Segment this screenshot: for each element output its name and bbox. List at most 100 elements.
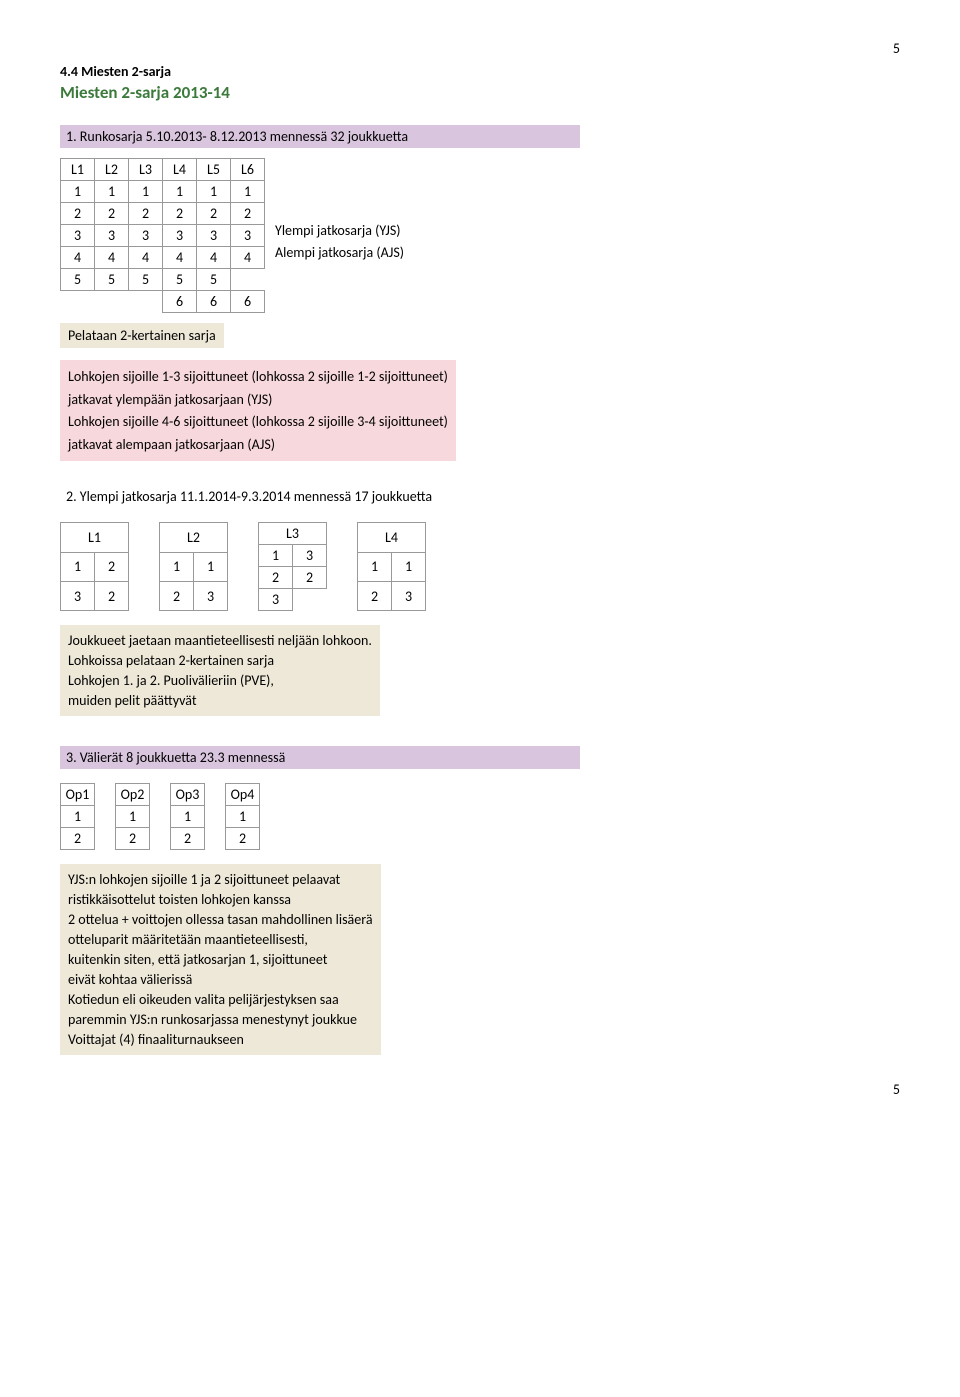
side-label (275, 176, 404, 198)
table-cell: 3 (61, 582, 95, 611)
group-table: L313223 (258, 522, 327, 611)
table-cell: 3 (293, 545, 327, 567)
beige-line: YJS:n lohkojen sijoille 1 ja 2 sijoittun… (68, 871, 373, 888)
title-heading: Miesten 2-sarja 2013-14 (60, 82, 900, 103)
beige-line: muiden pelit päättyvät (68, 692, 372, 709)
table-cell: 1 (95, 181, 129, 203)
op-header: Op1 (61, 784, 95, 806)
table-cell: 1 (358, 552, 392, 581)
table-cell: 3 (163, 225, 197, 247)
section-heading: 4.4 Miesten 2-sarja (60, 63, 900, 80)
beige-line: Joukkueet jaetaan maantieteellisesti nel… (68, 632, 372, 649)
table-cell: 2 (231, 203, 265, 225)
table-cell (61, 291, 95, 313)
table-cell (129, 291, 163, 313)
beige-line: 2 ottelua + voittojen ollessa tasan mahd… (68, 911, 373, 928)
table-cell: 2 (160, 582, 194, 611)
table-cell: 4 (163, 247, 197, 269)
table-cell: 1 (61, 806, 95, 828)
page-number-top: 5 (60, 40, 900, 57)
section1-content: L1L2L3L4L5L61111112222223333334444445555… (60, 154, 900, 317)
table-cell: 2 (61, 203, 95, 225)
col-header: L3 (129, 159, 163, 181)
table-cell: 2 (293, 567, 327, 589)
side-label: Ylempi jatkosarja (YJS) (275, 220, 404, 242)
op-table: Op312 (170, 783, 205, 850)
col-header: L2 (95, 159, 129, 181)
beige-line: Lohkoissa pelataan 2-kertainen sarja (68, 652, 372, 669)
table-cell: 6 (197, 291, 231, 313)
pink-line: Lohkojen sijoille 4-6 sijoittuneet (lohk… (68, 412, 448, 432)
section2-beige: Joukkueet jaetaan maantieteellisesti nel… (60, 625, 380, 716)
table-cell (293, 589, 327, 611)
table-cell: 1 (194, 552, 228, 581)
group-header: L1 (61, 523, 129, 552)
section2-tables: L11232L21123L313223L41123 (60, 518, 900, 615)
op-header: Op4 (226, 784, 260, 806)
beige-line: kuitenkin siten, että jatkosarjan 1, sij… (68, 951, 373, 968)
table-cell: 4 (197, 247, 231, 269)
table-cell: 1 (163, 181, 197, 203)
table-cell: 2 (61, 828, 95, 850)
side-label (275, 264, 404, 286)
side-label: Alempi jatkosarja (AJS) (275, 242, 404, 264)
section1-title: 1. Runkosarja 5.10.2013- 8.12.2013 menne… (60, 125, 580, 148)
col-header: L4 (163, 159, 197, 181)
table-cell: 2 (226, 828, 260, 850)
table-cell: 5 (129, 269, 163, 291)
section1-side-labels: Ylempi jatkosarja (YJS)Alempi jatkosarja… (265, 176, 404, 308)
page-number-bottom: 5 (60, 1081, 900, 1098)
table-cell: 1 (116, 806, 150, 828)
section2-title: 2. Ylempi jatkosarja 11.1.2014-9.3.2014 … (60, 485, 580, 508)
beige-line: Kotiedun eli oikeuden valita pelijärjest… (68, 991, 373, 1008)
table-cell: 2 (95, 552, 129, 581)
beige-line: Lohkojen 1. ja 2. Puolivälieriin (PVE), (68, 672, 372, 689)
side-label (275, 286, 404, 308)
beige-line: ristikkäisottelut toisten lohkojen kanss… (68, 891, 373, 908)
table-cell: 2 (259, 567, 293, 589)
table-cell: 3 (231, 225, 265, 247)
table-cell: 2 (95, 203, 129, 225)
group-header: L3 (259, 523, 327, 545)
group-table: L21123 (159, 522, 228, 611)
table-cell: 5 (163, 269, 197, 291)
op-header: Op3 (171, 784, 205, 806)
table-cell: 1 (160, 552, 194, 581)
table-cell: 2 (129, 203, 163, 225)
table-cell: 3 (61, 225, 95, 247)
table-cell: 1 (231, 181, 265, 203)
table-cell: 5 (61, 269, 95, 291)
col-header: L1 (61, 159, 95, 181)
table-cell: 3 (197, 225, 231, 247)
table-cell: 3 (95, 225, 129, 247)
table-cell: 2 (171, 828, 205, 850)
table-cell: 3 (194, 582, 228, 611)
table-cell: 1 (171, 806, 205, 828)
op-table: Op212 (115, 783, 150, 850)
section1-pink: Lohkojen sijoille 1-3 sijoittuneet (lohk… (60, 360, 456, 461)
beige-line: paremmin YJS:n runkosarjassa menestynyt … (68, 1011, 373, 1028)
group-table: L11232 (60, 522, 129, 611)
table-cell: 3 (392, 582, 426, 611)
table-cell: 2 (163, 203, 197, 225)
op-table: Op112 (60, 783, 95, 850)
table-cell: 1 (392, 552, 426, 581)
group-header: L4 (358, 523, 426, 552)
table-cell: 3 (129, 225, 163, 247)
section3-title: 3. Välierät 8 joukkuetta 23.3 mennessä (60, 746, 580, 769)
table-cell: 2 (358, 582, 392, 611)
table-cell: 1 (259, 545, 293, 567)
table-cell (231, 269, 265, 291)
table-cell: 1 (61, 181, 95, 203)
table-cell: 2 (95, 582, 129, 611)
op-header: Op2 (116, 784, 150, 806)
section1-beige: Pelataan 2-kertainen sarja (60, 323, 224, 348)
beige-line: eivät kohtaa välierissä (68, 971, 373, 988)
group-header: L2 (160, 523, 228, 552)
table-cell: 6 (163, 291, 197, 313)
table-cell: 3 (259, 589, 293, 611)
op-table: Op412 (225, 783, 260, 850)
col-header: L6 (231, 159, 265, 181)
table-cell: 5 (197, 269, 231, 291)
table-cell: 2 (197, 203, 231, 225)
